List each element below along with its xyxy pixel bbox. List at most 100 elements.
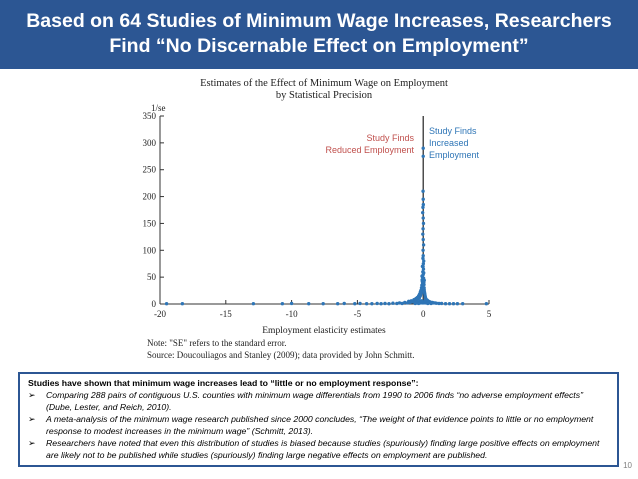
data-point [421, 232, 425, 236]
data-point [420, 264, 425, 269]
x-axis-label: Employment elasticity estimates [262, 326, 386, 336]
x-tick-label: -10 [286, 309, 298, 319]
data-point [280, 302, 285, 306]
data-point [421, 237, 425, 242]
y-tick-label: 250 [143, 165, 157, 175]
slide-title-line-2: Find “No Discernable Effect on Employmen… [109, 35, 529, 57]
data-point [180, 302, 185, 306]
annotation-reduced-line-1: Study Finds [366, 133, 414, 143]
data-point [421, 256, 425, 261]
data-point [422, 278, 426, 283]
data-point [395, 301, 399, 306]
data-point [251, 302, 256, 306]
data-point [443, 302, 448, 306]
findings-callout: Studies have shown that minimum wage inc… [18, 372, 619, 467]
y-axis-label: 1/se [151, 103, 166, 113]
data-point [421, 197, 425, 201]
data-point [460, 302, 465, 306]
y-tick-label: 350 [143, 111, 157, 121]
data-point [447, 302, 452, 306]
data-point [353, 302, 357, 306]
data-point [397, 301, 402, 305]
data-point [421, 221, 426, 226]
callout-bullet-text: A meta-analysis of the minimum wage rese… [46, 414, 594, 436]
data-point [434, 301, 439, 305]
arrow-bullet-icon: ➢ [28, 414, 36, 424]
x-tick-label: -5 [354, 309, 362, 319]
data-point [364, 302, 369, 306]
slide-title-line-1: Based on 64 Studies of Minimum Wage Incr… [26, 10, 612, 32]
data-point [426, 301, 430, 306]
data-point [387, 302, 391, 306]
data-point [321, 302, 325, 306]
data-point [455, 302, 460, 306]
data-point [413, 301, 418, 306]
y-tick-label: 100 [143, 245, 157, 255]
data-point [421, 202, 426, 207]
arrow-bullet-icon: ➢ [28, 438, 36, 448]
y-tick-label: 150 [143, 218, 157, 228]
data-point [421, 205, 425, 210]
callout-bullet-1: ➢ Comparing 288 pairs of contiguous U.S.… [28, 389, 611, 413]
chart-source: Source: Doucouliagos and Stanley (2009);… [147, 350, 414, 360]
x-tick-label: -15 [220, 309, 232, 319]
data-point [421, 262, 426, 266]
data-point [307, 302, 311, 306]
data-point [403, 300, 407, 305]
chart-title: Estimates of the Effect of Minimum Wage … [200, 78, 448, 89]
data-point [420, 210, 425, 215]
arrow-bullet-icon: ➢ [28, 390, 36, 400]
annotation-increased-line-3: Employment [429, 150, 480, 160]
data-point [400, 301, 404, 306]
data-point [289, 301, 294, 306]
data-point [421, 248, 425, 252]
data-point [421, 243, 426, 247]
data-point [421, 227, 425, 231]
data-point [451, 302, 456, 306]
data-point [439, 301, 444, 306]
data-point [421, 267, 426, 271]
data-point [379, 302, 383, 306]
annotation-increased-line-2: Increased [429, 138, 469, 148]
data-point [335, 302, 340, 306]
data-point [437, 301, 441, 306]
data-point [422, 282, 426, 287]
data-point [421, 253, 425, 258]
data-point [420, 274, 424, 278]
data-point [358, 301, 362, 306]
data-point [370, 302, 374, 306]
data-point [421, 146, 425, 150]
data-point [423, 299, 427, 303]
data-point [416, 301, 421, 306]
title-banner: Based on 64 Studies of Minimum Wage Incr… [0, 0, 638, 69]
data-point [484, 302, 489, 306]
data-point [422, 259, 426, 263]
data-point [164, 302, 169, 306]
data-point [421, 216, 425, 220]
y-tick-label: 200 [143, 192, 157, 202]
slide-number: 10 [623, 461, 632, 470]
data-point [421, 189, 425, 193]
scatter-chart: Estimates of the Effect of Minimum Wage … [143, 78, 492, 360]
chart-note: Note: "SE" refers to the standard error. [147, 338, 287, 348]
callout-bullet-text: Comparing 288 pairs of contiguous U.S. c… [46, 390, 583, 412]
x-tick-label: 0 [421, 309, 426, 319]
chart-subtitle: by Statistical Precision [276, 90, 373, 101]
x-tick-label: 5 [487, 309, 492, 319]
y-tick-label: 50 [147, 272, 157, 282]
data-point [422, 271, 426, 275]
annotation-reduced-line-2: Reduced Employment [325, 145, 414, 155]
data-point [391, 301, 395, 305]
callout-bullet-text: Researchers have noted that even this di… [46, 438, 600, 460]
y-tick-label: 0 [152, 299, 157, 309]
x-tick-label: -20 [154, 309, 166, 319]
callout-bullet-2: ➢ A meta-analysis of the minimum wage re… [28, 413, 611, 437]
data-point [419, 299, 424, 303]
data-point [375, 301, 379, 306]
data-point [429, 301, 433, 306]
y-tick-label: 300 [143, 138, 157, 148]
annotation-increased-line-1: Study Finds [429, 126, 477, 136]
data-point [421, 154, 425, 158]
callout-bullet-3: ➢ Researchers have noted that even this … [28, 437, 611, 461]
data-point [383, 301, 387, 306]
